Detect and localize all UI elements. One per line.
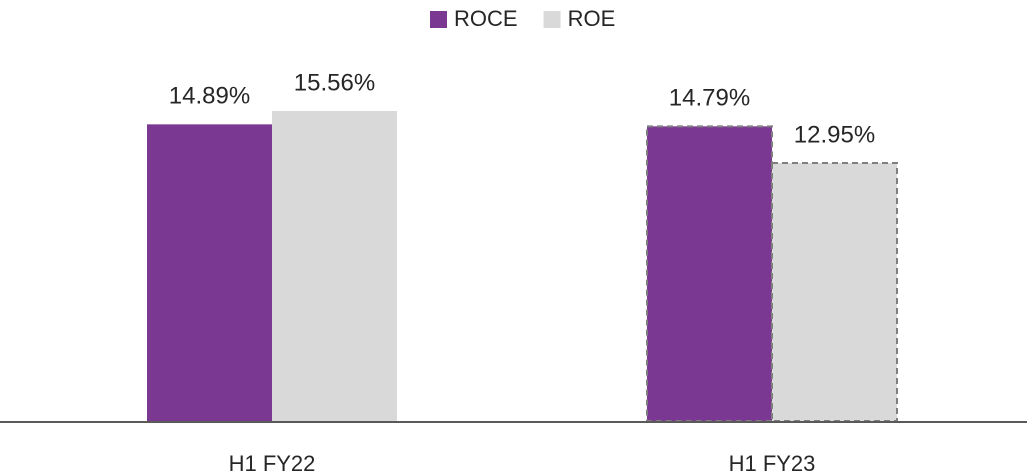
value-label: 12.95% [794, 121, 875, 148]
legend-label: ROCE [454, 6, 518, 31]
bar [272, 111, 397, 421]
bar [771, 161, 898, 422]
legend-label: ROE [568, 6, 616, 31]
bar [147, 124, 272, 421]
value-label: 14.79% [669, 85, 750, 112]
value-label: 15.56% [294, 69, 375, 96]
bar [646, 125, 773, 423]
legend-swatch [543, 11, 561, 28]
x-tick-label: H1 FY23 [729, 451, 816, 476]
value-label: 14.89% [169, 83, 250, 110]
legend-swatch [430, 11, 447, 28]
x-tick-label: H1 FY22 [229, 451, 316, 476]
